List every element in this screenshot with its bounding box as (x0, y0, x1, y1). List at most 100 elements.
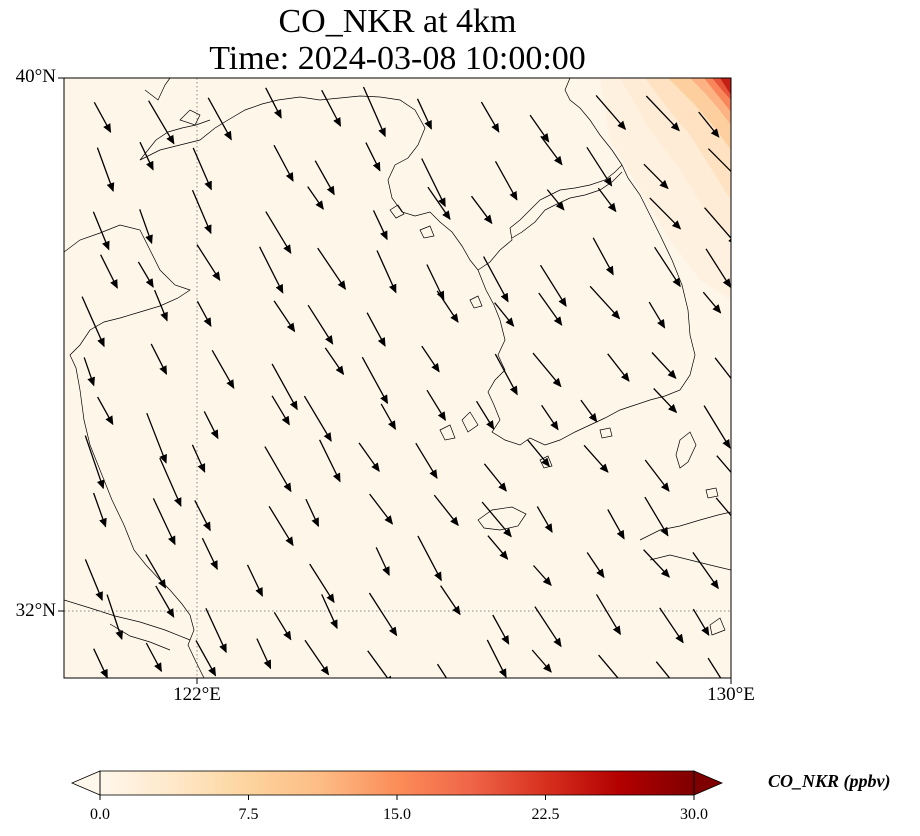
wind-arrow (433, 494, 459, 527)
wind-arrow (324, 347, 345, 376)
wind-arrow (440, 585, 461, 616)
wind-arrow (539, 264, 567, 307)
wind-arrow (314, 160, 335, 196)
wind-arrow (246, 564, 263, 597)
wind-arrow (494, 160, 518, 201)
wind-arrow (538, 292, 563, 326)
wind-arrow (203, 411, 219, 440)
wind-arrow (716, 455, 731, 474)
wind-arrow (597, 187, 617, 213)
colorbar-tick-label: 30.0 (680, 806, 708, 823)
wind-vectors (81, 86, 731, 678)
wind-arrow (598, 654, 619, 678)
wind-arrow (139, 141, 154, 171)
wind-arrow (541, 404, 559, 431)
wind-arrow (707, 657, 722, 678)
wind-arrow (83, 357, 95, 387)
wind-arrow (273, 300, 296, 333)
wind-arrow (96, 147, 115, 192)
wind-arrow (159, 457, 182, 507)
title-line-1: CO_NKR at 4km (278, 3, 517, 40)
wind-arrow (436, 290, 459, 323)
wind-arrow (366, 312, 386, 347)
wind-arrow (580, 399, 598, 423)
map-background (64, 78, 731, 678)
wind-arrow (196, 300, 212, 327)
wind-arrow (486, 639, 507, 678)
wind-arrow (692, 608, 710, 636)
wind-arrow (368, 592, 398, 637)
wind-arrow (480, 101, 500, 133)
gridlines (64, 78, 731, 678)
wind-arrow (380, 403, 396, 430)
wind-arrow (659, 607, 684, 644)
wind-arrow (201, 537, 218, 571)
wind-arrow (651, 352, 677, 380)
wind-arrow (427, 186, 451, 221)
wind-arrow (309, 563, 335, 604)
wind-arrow (607, 353, 630, 382)
wind-arrow (416, 98, 432, 130)
lon-label-122e: 122°E (173, 684, 221, 705)
wind-arrow (273, 144, 294, 182)
colorbar-tick-label: 0.0 (90, 806, 110, 823)
lat-label-32n: 32°N (15, 600, 56, 621)
wind-arrow (644, 459, 670, 492)
wind-arrow (417, 535, 442, 582)
wind-arrow (145, 554, 167, 589)
wind-arrow (655, 661, 671, 678)
wind-arrow (527, 439, 550, 467)
wind-arrow (139, 209, 153, 245)
wind-arrow (317, 247, 346, 290)
wind-arrow (195, 640, 217, 677)
wind-arrow (436, 663, 448, 678)
wind-arrow (483, 463, 507, 492)
wind-arrow (533, 565, 552, 587)
wind-arrow (475, 400, 495, 430)
wind-arrow (152, 498, 176, 546)
lon-label-130e: 130°E (707, 684, 755, 705)
wind-arrow (376, 250, 397, 294)
wind-arrow (531, 649, 552, 673)
wind-arrow (305, 498, 320, 528)
wind-arrow (372, 210, 388, 241)
colorbar-extend-low (70, 770, 101, 796)
wind-arrow (321, 594, 338, 630)
wind-arrow (546, 189, 565, 211)
wind-arrow (358, 442, 380, 473)
wind-arrow (84, 435, 105, 490)
wind-arrow (155, 585, 175, 618)
wind-arrow (644, 496, 669, 537)
wind-arrow (145, 642, 162, 673)
wind-arrow (492, 614, 510, 645)
wind-arrow (194, 500, 211, 532)
wind-arrow (100, 254, 118, 289)
wind-arrow (271, 395, 290, 426)
wind-arrow (415, 442, 438, 479)
wind-arrow (426, 389, 446, 421)
wind-arrow (494, 302, 515, 327)
wind-arrow (643, 549, 670, 578)
wind-arrow (303, 395, 332, 442)
wind-arrow (211, 349, 235, 389)
wind-arrow (153, 289, 168, 322)
wind-arrow (586, 146, 613, 187)
wind-arrow (367, 650, 393, 678)
wind-arrow (421, 345, 440, 373)
title-line-2: Time: 2024-03-08 10:00:00 (209, 40, 586, 77)
wind-arrow (265, 211, 292, 254)
wind-arrow (192, 147, 212, 191)
wind-arrow (704, 207, 731, 246)
wind-arrow (137, 261, 154, 288)
wind-arrow (483, 256, 509, 303)
wind-arrow (84, 559, 103, 602)
wind-arrow (361, 356, 389, 405)
wind-arrow (375, 547, 390, 577)
colorbar-extend-high (693, 770, 724, 796)
wind-arrow (534, 606, 562, 648)
wind-arrow (148, 100, 175, 145)
wind-arrow (698, 111, 720, 138)
wind-arrow (321, 89, 342, 127)
wind-arrow (426, 264, 445, 301)
